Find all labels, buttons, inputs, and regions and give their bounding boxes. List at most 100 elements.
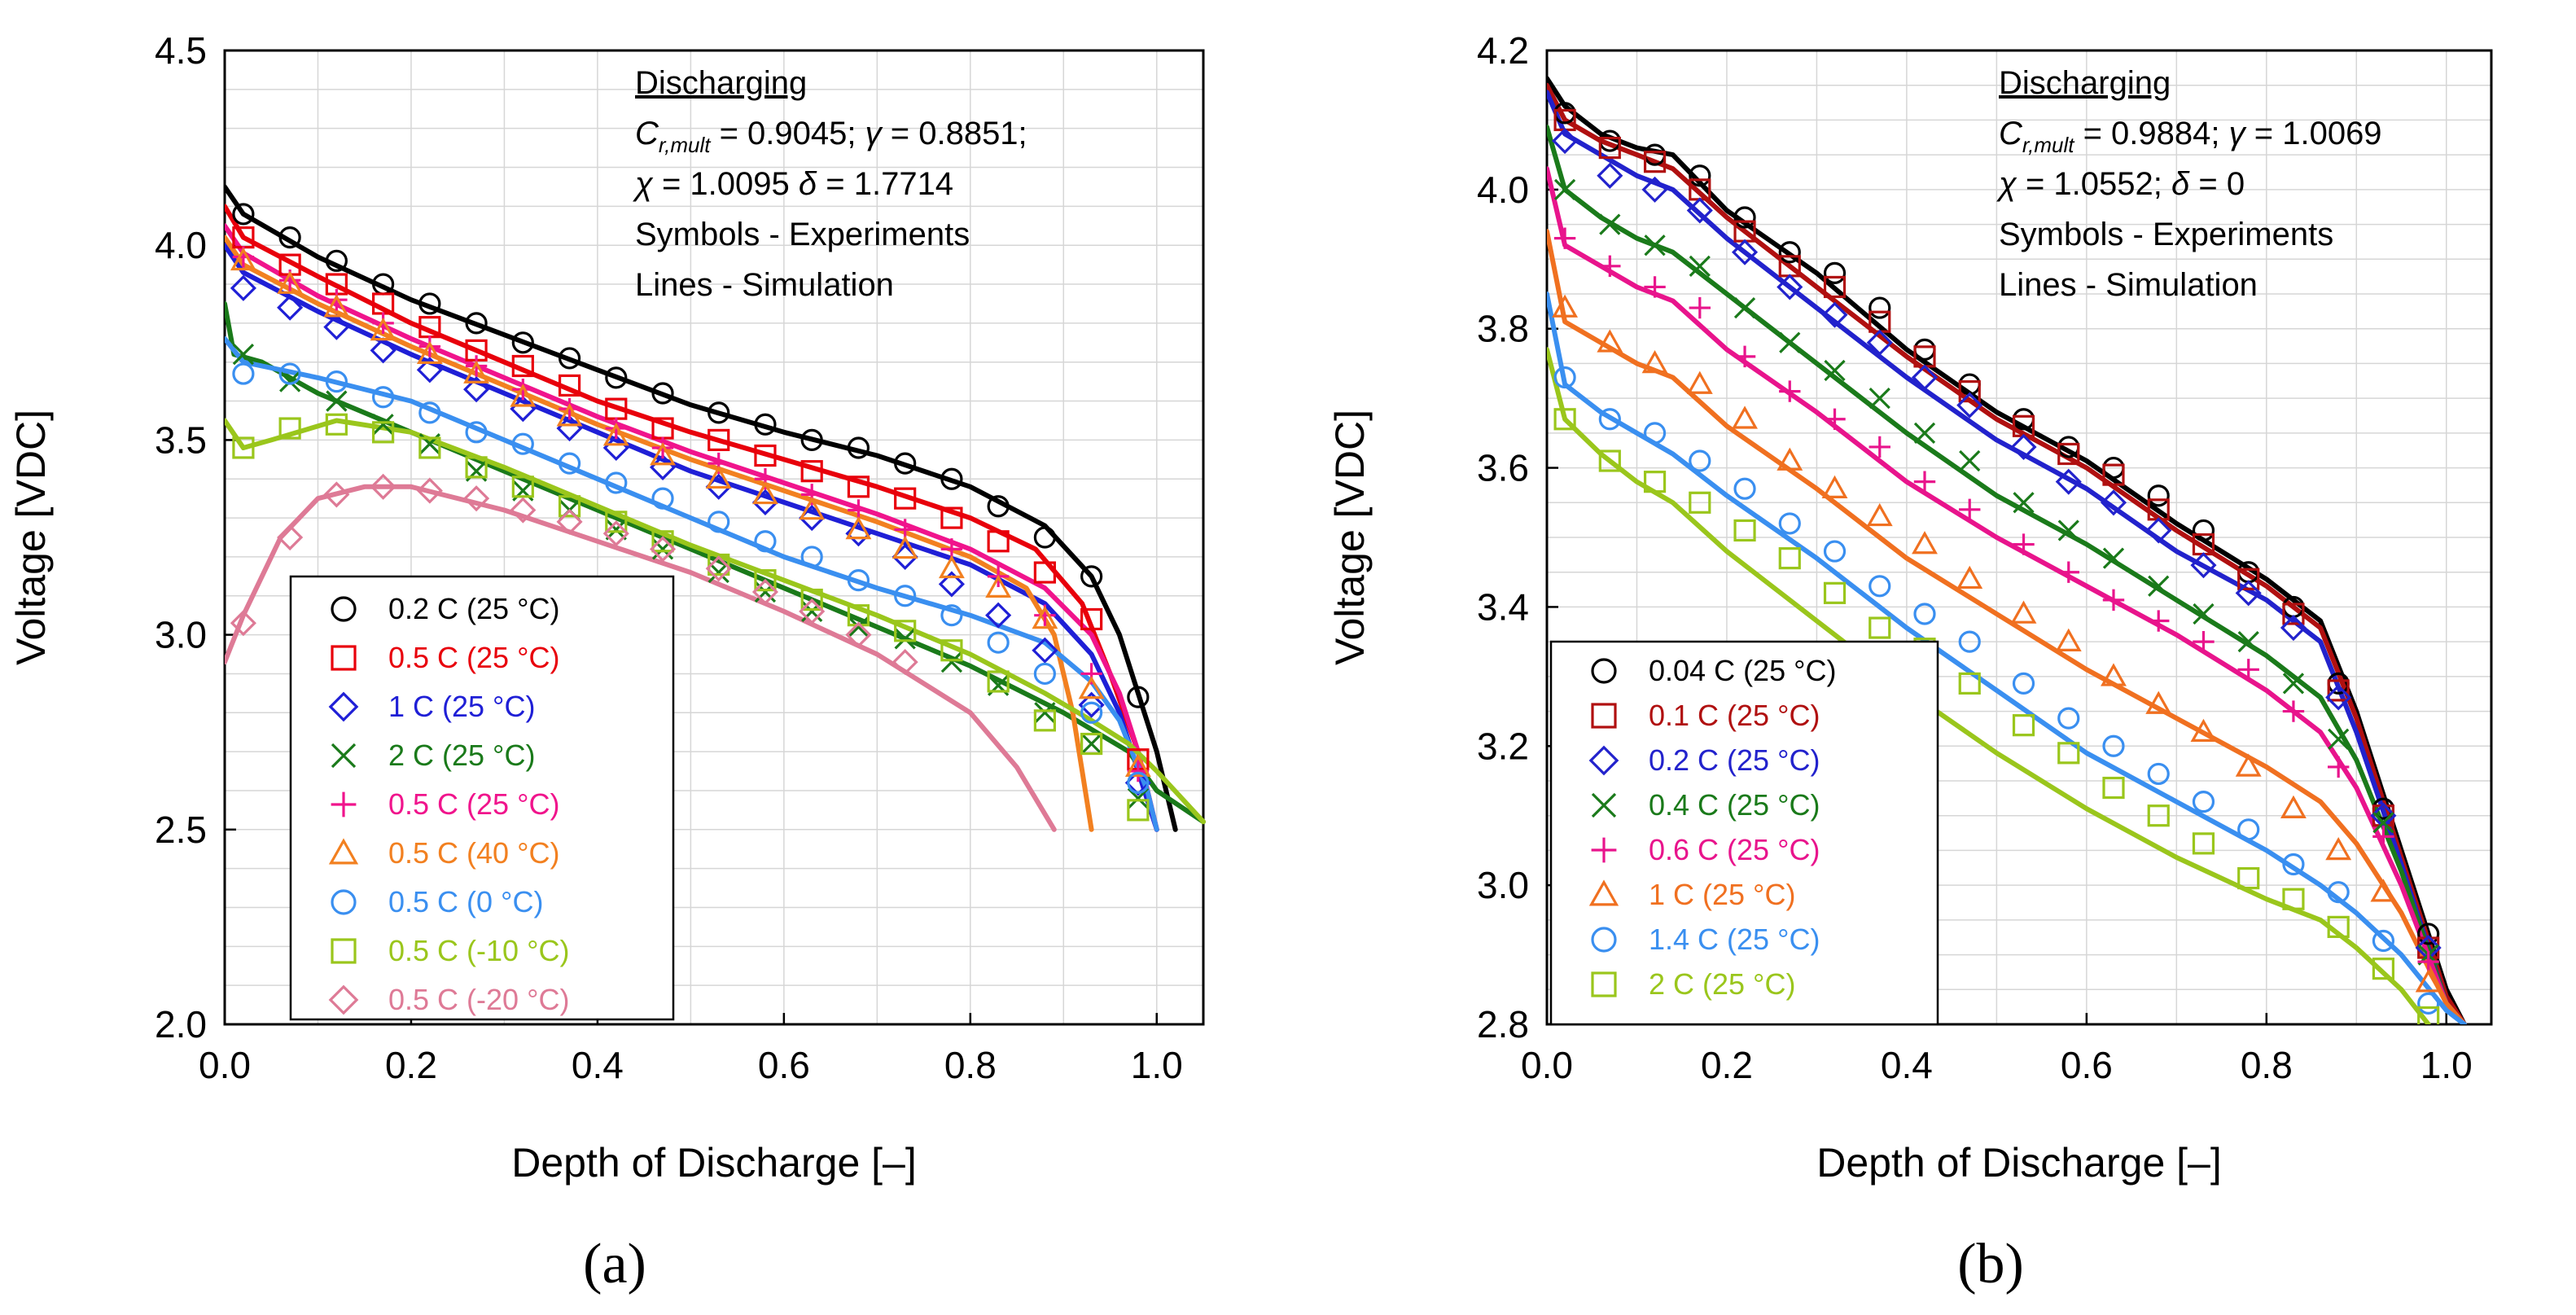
data-point xyxy=(558,374,581,397)
data-point xyxy=(1913,338,1936,361)
legend-marker xyxy=(328,838,359,865)
series-line xyxy=(1547,90,2467,1024)
data-point xyxy=(326,288,348,311)
data-point xyxy=(1866,329,1893,356)
text-fragment: χ xyxy=(633,166,654,202)
data-point xyxy=(1034,702,1056,724)
data-point xyxy=(751,578,779,606)
data-point xyxy=(558,452,581,475)
data-point xyxy=(800,588,823,611)
x-axis-title: Depth of Discharge [–] xyxy=(511,1140,917,1186)
data-point xyxy=(1821,475,1848,499)
data-point xyxy=(1823,581,1847,604)
data-point xyxy=(2057,561,2079,583)
data-point xyxy=(1033,526,1056,549)
legend-label: 1.4 C (25 °C) xyxy=(1649,923,1820,956)
data-point xyxy=(2100,489,2127,516)
y-tick-label: 4.2 xyxy=(1477,29,1529,72)
y-axis-title: Voltage [VDC] xyxy=(1327,410,1373,665)
data-point xyxy=(2148,610,2170,632)
data-point xyxy=(2190,552,2217,579)
data-point xyxy=(372,414,394,436)
series-markers xyxy=(232,362,1150,794)
data-point xyxy=(279,370,301,392)
data-point xyxy=(1686,197,1713,224)
data-point xyxy=(2010,600,2037,624)
data-point xyxy=(1599,255,1621,278)
text-fragment: = 1.0552; xyxy=(2017,166,2171,202)
text-fragment: = 0.9045; xyxy=(710,116,865,151)
text-fragment: = 1.7714 xyxy=(817,166,953,202)
data-point xyxy=(1911,364,1939,391)
annotation-line-4: Lines - Simulation xyxy=(1999,267,2258,303)
data-point xyxy=(325,413,348,436)
data-point xyxy=(2147,762,2170,786)
legend-marker xyxy=(331,743,357,769)
data-point xyxy=(230,274,256,301)
data-point xyxy=(2145,517,2172,544)
data-point xyxy=(1597,162,1623,189)
data-point xyxy=(1552,294,1579,318)
legend-marker xyxy=(1591,927,1617,953)
data-point xyxy=(754,581,777,603)
legend-marker xyxy=(1591,658,1617,684)
data-point xyxy=(1553,227,1576,249)
data-point xyxy=(605,519,627,541)
data-point xyxy=(1553,178,1576,200)
data-point xyxy=(708,401,730,424)
data-point xyxy=(651,487,674,510)
data-point xyxy=(1127,787,1150,809)
legend-label: 0.2 C (25 °C) xyxy=(388,592,559,625)
data-point xyxy=(2193,603,2215,625)
data-point xyxy=(2013,492,2035,514)
legend-item: 0.2 C (25 °C) xyxy=(331,592,559,625)
text-fragment: r,mult xyxy=(2022,133,2075,157)
legend-label: 0.04 C (25 °C) xyxy=(1649,654,1836,687)
legend-item: 0.2 C (25 °C) xyxy=(1588,743,1820,777)
data-point xyxy=(894,452,917,475)
legend: 0.2 C (25 °C) 0.5 C (25 °C) 1 C (25 °C) 2 C… xyxy=(289,575,675,1021)
legend-label: 0.6 C (25 °C) xyxy=(1649,833,1820,866)
data-point xyxy=(1868,388,1890,410)
data-point xyxy=(1958,630,1981,653)
legend-item: 1 C (25 °C) xyxy=(328,690,535,723)
data-point xyxy=(2237,818,2260,841)
data-point xyxy=(416,340,443,364)
series-markers xyxy=(1553,178,2439,966)
data-point xyxy=(985,574,1012,598)
data-point xyxy=(2280,614,2307,642)
data-point xyxy=(2102,734,2125,757)
data-point xyxy=(2193,630,2215,653)
data-point xyxy=(1732,405,1758,429)
data-point xyxy=(2102,776,2125,800)
data-point xyxy=(1641,176,1668,203)
data-point xyxy=(987,631,1010,654)
text-fragment: = 1.0069 xyxy=(2245,116,2382,151)
legend-item: 0.5 C (40 °C) xyxy=(328,836,559,870)
data-point xyxy=(705,555,732,582)
x-tick-label: 0.2 xyxy=(385,1044,437,1086)
annotation-title: Discharging xyxy=(635,65,807,101)
text-fragment: δ xyxy=(2171,166,2190,202)
y-tick-label: 3.8 xyxy=(1477,308,1529,350)
data-point xyxy=(894,585,917,607)
data-point xyxy=(1956,565,1983,590)
data-point xyxy=(940,604,963,627)
series-line xyxy=(225,235,1094,832)
data-point xyxy=(1776,447,1803,471)
legend-marker xyxy=(1588,745,1619,776)
text-fragment: = 0 xyxy=(2189,166,2245,202)
legend-item: 0.4 C (25 °C) xyxy=(1591,788,1820,822)
y-tick-label: 2.8 xyxy=(1477,1003,1529,1045)
data-point xyxy=(323,313,350,340)
legend-marker xyxy=(1588,879,1619,906)
data-point xyxy=(465,456,488,479)
data-point xyxy=(1080,607,1103,631)
plot-frame xyxy=(1545,49,2493,1026)
data-point xyxy=(1689,449,1711,472)
data-point xyxy=(418,292,441,315)
data-point xyxy=(2372,929,2395,953)
data-point xyxy=(418,335,441,357)
series-markers xyxy=(1552,294,2442,993)
